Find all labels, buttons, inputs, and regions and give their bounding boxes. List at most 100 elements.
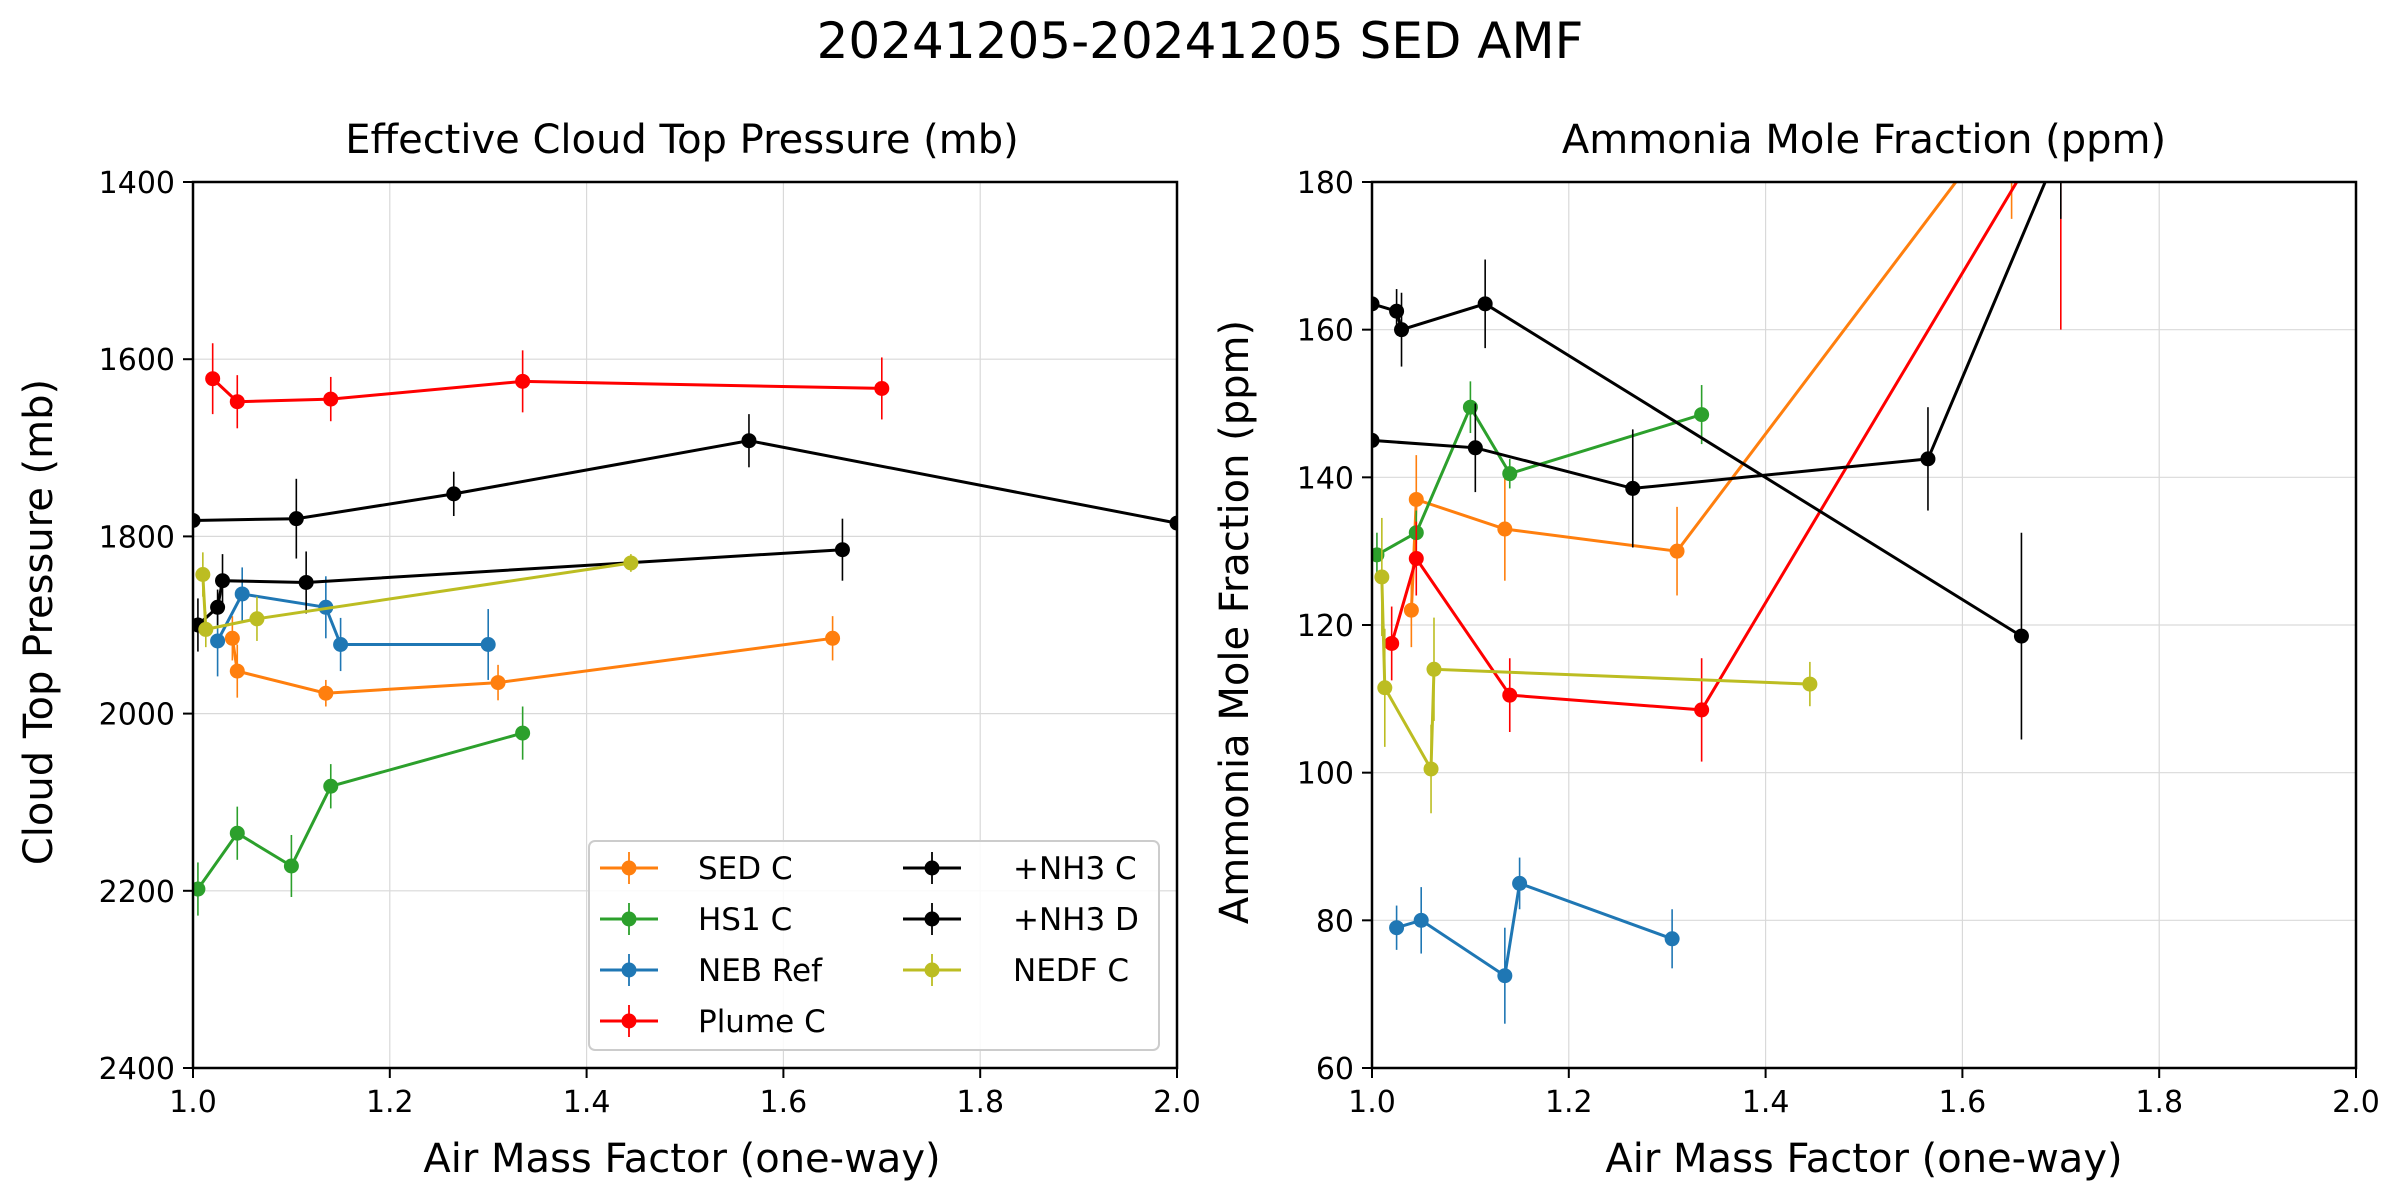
pressure-x-axis-label: Air Mass Factor (one-way)	[423, 1136, 940, 1182]
pressure-series-sed-c-point	[318, 685, 334, 701]
pressure-x-tick-label: 1.4	[563, 1085, 611, 1120]
pressure-series-plume-c-point	[323, 391, 339, 407]
legend-item-plume-c-label: Plume C	[698, 1004, 826, 1040]
pressure-panel: Effective Cloud Top Pressure (mb) Air Ma…	[16, 117, 1201, 1182]
legend-item-nh3-c-marker	[924, 860, 940, 876]
ammonia-series-neb-ref-point	[1512, 875, 1528, 891]
pressure-series-nh3-c-point	[446, 486, 462, 502]
ammonia-series-nh3-c-point	[1372, 296, 1380, 312]
ammonia-y-tick-label: 80	[1316, 904, 1354, 939]
ammonia-y-tick-label: 180	[1297, 166, 1354, 201]
legend: SED C HS1 C NEB Ref Plume C +NH3 C +NH3 D NEDF…	[588, 840, 1160, 1051]
ammonia-panel-title: Ammonia Mole Fraction (ppm)	[1562, 117, 2166, 163]
ammonia-series-sed-c-point	[1497, 521, 1513, 537]
pressure-series-nh3-c-point	[288, 511, 304, 527]
ammonia-x-tick-label: 2.0	[2332, 1085, 2380, 1120]
ammonia-y-tick-label: 120	[1297, 609, 1354, 644]
legend-frame	[588, 840, 1160, 1051]
ammonia-series-neb-ref-point	[1413, 912, 1429, 928]
pressure-y-tick-label: 1400	[99, 166, 175, 201]
legend-item-neb-ref-marker	[621, 962, 637, 978]
pressure-series-plume-c-point	[205, 371, 221, 387]
ammonia-series-nh3-c-point	[1394, 322, 1410, 338]
ammonia-series-hs1-c-point	[1694, 407, 1710, 423]
ammonia-series-nh3-d-point	[1467, 440, 1483, 456]
legend-item-nedf-c-marker	[924, 962, 940, 978]
pressure-series-nedf-c-point	[195, 566, 211, 582]
legend-item-neb-ref: NEB Ref	[600, 953, 823, 989]
pressure-series-nh3-d-point	[834, 542, 850, 558]
ammonia-series-nh3-d-point	[1920, 451, 1936, 467]
ammonia-series-plume-c-line	[1390, 182, 2019, 712]
ammonia-series-nh3-c-point	[1389, 303, 1405, 319]
ammonia-x-tick-label: 1.0	[1348, 1085, 1396, 1120]
pressure-series-neb-ref-point	[234, 586, 250, 602]
ammonia-x-tick-label: 1.8	[2135, 1085, 2183, 1120]
pressure-plot-area: 1.0 1.2 1.4 1.6 1.8 2.0 1400 1600 1800 2000 2200 24…	[99, 166, 1201, 1120]
ammonia-panel: Ammonia Mole Fraction (ppm) Air Mass Fac…	[1212, 101, 2380, 1182]
figure-suptitle: 20241205-20241205 SED AMF	[817, 12, 1584, 70]
legend-item-nedf-c-label: NEDF C	[1013, 953, 1129, 989]
ammonia-x-tick-label: 1.4	[1742, 1085, 1790, 1120]
ammonia-y-tick-label: 100	[1297, 757, 1354, 792]
pressure-y-tick-label: 2400	[99, 1052, 175, 1087]
ammonia-x-tick-label: 1.6	[1939, 1085, 1987, 1120]
pressure-series-neb-ref-point	[333, 636, 349, 652]
ammonia-series-sed-c-point	[1403, 602, 1419, 618]
pressure-x-tick-label: 1.8	[956, 1085, 1004, 1120]
pressure-x-tick-label: 2.0	[1153, 1085, 1201, 1120]
ammonia-series-plume-c-point	[1408, 551, 1424, 567]
pressure-series-hs1-c-point	[283, 858, 299, 874]
legend-item-nh3-d-label: +NH3 D	[1013, 902, 1139, 938]
ammonia-series-nedf-c-point	[1377, 680, 1393, 696]
pressure-series-plume-c-point	[874, 380, 890, 396]
legend-item-nh3-c: +NH3 C	[903, 851, 1137, 887]
legend-item-nh3-d-marker	[924, 911, 940, 927]
pressure-series-nedf-c-point	[198, 621, 214, 637]
ammonia-series-neb-ref-point	[1664, 931, 1680, 947]
pressure-x-tick-label: 1.6	[760, 1085, 808, 1120]
ammonia-series-neb-ref-point	[1497, 968, 1513, 984]
legend-item-nh3-c-label: +NH3 C	[1013, 851, 1137, 887]
legend-item-nedf-c: NEDF C	[903, 953, 1129, 989]
pressure-y-tick-label: 1800	[99, 520, 175, 555]
ammonia-series-hs1-c-point	[1462, 399, 1478, 415]
pressure-series-nh3-c-line	[193, 439, 1177, 525]
pressure-y-tick-label: 1600	[99, 343, 175, 378]
pressure-series-sed-c-point	[825, 630, 841, 646]
pressure-series-plume-c-point	[229, 394, 245, 410]
legend-item-hs1-c: HS1 C	[600, 902, 792, 938]
ammonia-series-plume-c-point	[1694, 702, 1710, 718]
pressure-series-sed-c-line	[230, 636, 833, 695]
ammonia-series-nedf-c-point	[1423, 761, 1439, 777]
ammonia-series-neb-ref-point	[1389, 920, 1405, 936]
ammonia-plot-area: 1.0 1.2 1.4 1.6 1.8 2.0 60 80 100 120 140 160 180	[1297, 101, 2380, 1120]
ammonia-x-axis-label: Air Mass Factor (one-way)	[1605, 1136, 2122, 1182]
ammonia-series-nh3-c-line	[1372, 302, 2023, 638]
ammonia-y-tick-label: 60	[1316, 1052, 1354, 1087]
legend-item-hs1-c-marker	[621, 911, 637, 927]
legend-item-hs1-c-label: HS1 C	[698, 902, 792, 938]
pressure-series-hs1-c-point	[515, 725, 531, 741]
pressure-series-neb-ref-point	[480, 636, 496, 652]
pressure-series-nedf-c-point	[623, 555, 639, 571]
ammonia-series-plume-c-point	[1384, 635, 1400, 651]
ammonia-y-tick-label: 160	[1297, 314, 1354, 349]
pressure-series-nedf-c-line	[201, 561, 632, 632]
pressure-y-axis-label: Cloud Top Pressure (mb)	[16, 379, 62, 865]
legend-item-sed-c: SED C	[600, 851, 793, 887]
ammonia-series-sed-c-point	[1669, 543, 1685, 559]
ammonia-series-nh3-c-point	[2013, 628, 2029, 644]
legend-item-sed-c-marker	[621, 860, 637, 876]
legend-item-plume-c-marker	[621, 1013, 637, 1029]
ammonia-y-tick-label: 140	[1297, 461, 1354, 496]
pressure-series-neb-ref-point	[210, 633, 226, 649]
pressure-series-hs1-c-line	[196, 731, 524, 890]
pressure-series-plume-c-point	[515, 373, 531, 389]
pressure-series-nh3-c-point	[741, 433, 757, 449]
ammonia-series-group	[1372, 101, 2068, 1024]
legend-item-neb-ref-label: NEB Ref	[698, 953, 823, 989]
ammonia-series-plume-c-point	[1502, 687, 1518, 703]
ammonia-series-plume-c-point	[2053, 101, 2068, 116]
